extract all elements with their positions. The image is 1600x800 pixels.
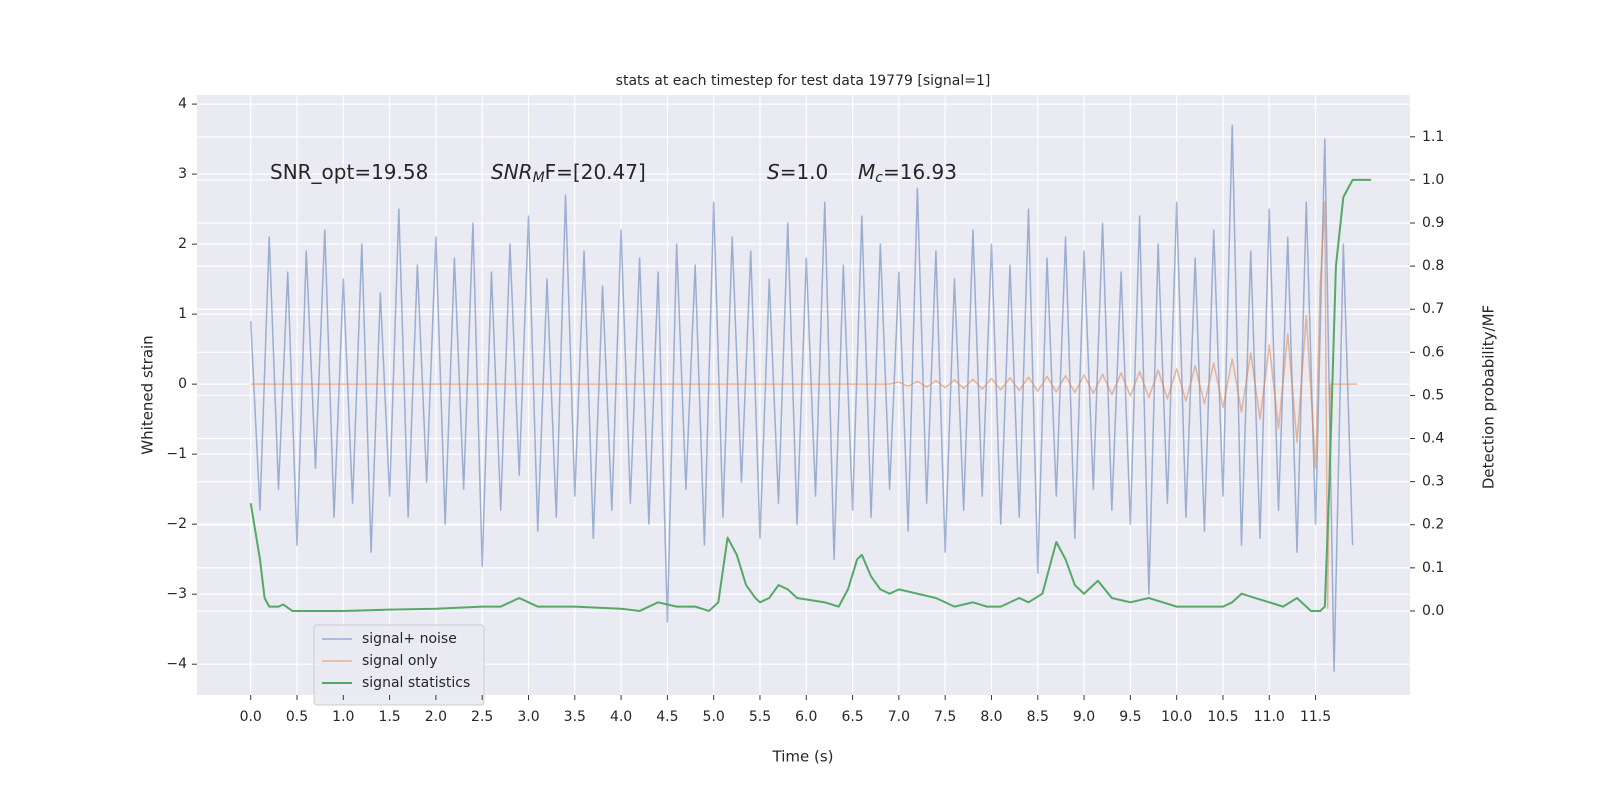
y-tick-label: −2 bbox=[166, 516, 187, 532]
x-tick-label: 11.5 bbox=[1300, 709, 1331, 725]
series-line bbox=[249, 124, 1354, 672]
annotation-text: SNR_opt=19.58 bbox=[270, 160, 428, 184]
y-tick-label: 3 bbox=[178, 166, 187, 182]
y-tick-label: −4 bbox=[166, 656, 187, 672]
y2-tick-label: 0.6 bbox=[1422, 344, 1444, 360]
annotation-rest: =16.93 bbox=[883, 160, 957, 184]
y2-tick-label: 0.9 bbox=[1422, 215, 1444, 231]
y2-tick-label: 0.4 bbox=[1422, 431, 1444, 447]
x-axis-label: Time (s) bbox=[772, 748, 834, 766]
x-tick-label: 5.0 bbox=[703, 709, 725, 725]
y-tick-label: −3 bbox=[166, 586, 187, 602]
y-tick-label: −1 bbox=[166, 446, 187, 462]
y-tick-label: 1 bbox=[178, 306, 187, 322]
x-tick-label: 10.5 bbox=[1207, 709, 1238, 725]
annotation-symbol: SNR bbox=[491, 160, 533, 184]
y2-tick-label: 0.2 bbox=[1422, 517, 1444, 533]
annotation: SNR_opt=19.58 bbox=[270, 160, 428, 184]
x-tick-label: 11.0 bbox=[1254, 709, 1285, 725]
y2-tick-label: 0.8 bbox=[1422, 258, 1444, 274]
y2-axis-label: Detection probability/MF bbox=[1480, 305, 1498, 489]
chart-title: stats at each timestep for test data 197… bbox=[616, 73, 991, 89]
x-tick-label: 0.0 bbox=[240, 709, 262, 725]
annotation-symbol: M bbox=[858, 160, 875, 184]
x-tick-label: 6.5 bbox=[841, 709, 863, 725]
y-tick-label: 4 bbox=[178, 96, 187, 112]
y2-tick-label: 1.1 bbox=[1422, 129, 1444, 145]
x-tick-label: 0.5 bbox=[286, 709, 308, 725]
annotations: SNR_opt=19.58 SNRMF=[20.47] S=1.0 Mc=16.93 bbox=[270, 160, 957, 187]
x-tick-label: 2.5 bbox=[471, 709, 493, 725]
y2-tick-label: 0.3 bbox=[1422, 474, 1444, 490]
annotation-symbol: S bbox=[767, 160, 780, 184]
annotation-subscript: M bbox=[533, 170, 545, 186]
annotation-subscript: c bbox=[875, 170, 883, 186]
legend-label: signal only bbox=[362, 653, 437, 669]
y-axis-label: Whitened strain bbox=[139, 335, 157, 454]
x-tick-label: 6.0 bbox=[795, 709, 817, 725]
x-tick-label: 2.0 bbox=[425, 709, 447, 725]
series-line bbox=[249, 178, 1372, 612]
annotation-rest: =1.0 bbox=[780, 160, 829, 184]
marks bbox=[249, 124, 1372, 672]
annotation: SNRMF=[20.47] bbox=[491, 160, 646, 187]
legend: signal+ noise signal only signal statistic… bbox=[313, 624, 485, 706]
x-tick-label: 1.5 bbox=[378, 709, 400, 725]
x-tick-label: 3.0 bbox=[517, 709, 539, 725]
x-tick-label: 4.5 bbox=[656, 709, 678, 725]
annotation: S=1.0 bbox=[767, 160, 828, 184]
annotation: Mc=16.93 bbox=[858, 160, 957, 187]
x-tick-label: 9.5 bbox=[1119, 709, 1141, 725]
legend-label: signal statistics bbox=[362, 675, 470, 691]
x-tick-label: 10.0 bbox=[1161, 709, 1192, 725]
x-tick-label: 7.5 bbox=[934, 709, 956, 725]
y-tick-label: 2 bbox=[178, 236, 187, 252]
legend-label: signal+ noise bbox=[362, 631, 457, 647]
y2-tick-label: 0.7 bbox=[1422, 301, 1444, 317]
x-tick-label: 3.5 bbox=[564, 709, 586, 725]
annotation-rest: F=[20.47] bbox=[545, 160, 646, 184]
x-tick-label: 8.0 bbox=[980, 709, 1002, 725]
series-line bbox=[250, 201, 1358, 609]
x-tick-label: 5.5 bbox=[749, 709, 771, 725]
x-tick-label: 1.0 bbox=[332, 709, 354, 725]
x-tick-label: 7.0 bbox=[888, 709, 910, 725]
x-tick-label: 4.0 bbox=[610, 709, 632, 725]
y2-tick-label: 1.0 bbox=[1422, 172, 1444, 188]
x-tick-label: 8.5 bbox=[1027, 709, 1049, 725]
grid bbox=[197, 95, 1410, 695]
y-tick-label: 0 bbox=[178, 376, 187, 392]
x-tick-label: 9.0 bbox=[1073, 709, 1095, 725]
y2-tick-label: 0.0 bbox=[1422, 603, 1444, 619]
legend-box bbox=[313, 624, 485, 706]
y2-tick-label: 0.1 bbox=[1422, 560, 1444, 576]
y2-tick-label: 0.5 bbox=[1422, 387, 1444, 403]
